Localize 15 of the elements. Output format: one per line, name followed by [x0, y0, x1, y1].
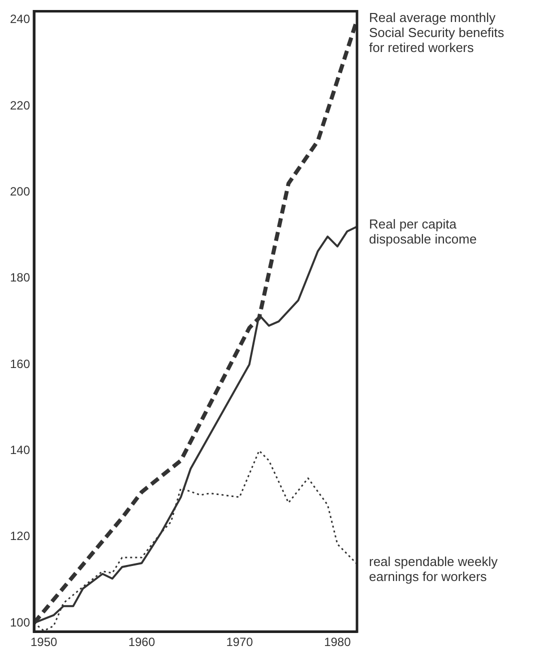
x-tick-label: 1980 — [324, 635, 352, 650]
x-tick-label: 1960 — [128, 635, 156, 650]
y-tick-label: 140 — [10, 442, 30, 457]
y-tick-label: 100 — [10, 615, 30, 630]
y-tick-label: 220 — [10, 98, 30, 112]
series-label: real spendable weekly earnings for workers — [369, 554, 498, 584]
y-tick-label: 180 — [10, 270, 30, 285]
x-tick-label: 1950 — [30, 635, 58, 650]
series-label: Real per capita disposable income — [369, 216, 477, 247]
y-tick-label: 200 — [10, 184, 30, 198]
series-label: Real average monthly Social Security benefits for retired workers — [369, 10, 505, 55]
y-tick-label: 160 — [10, 356, 30, 371]
y-tick-label: 240 — [10, 12, 30, 26]
y-tick-label: 120 — [10, 529, 30, 544]
x-tick-label: 1970 — [226, 635, 254, 650]
